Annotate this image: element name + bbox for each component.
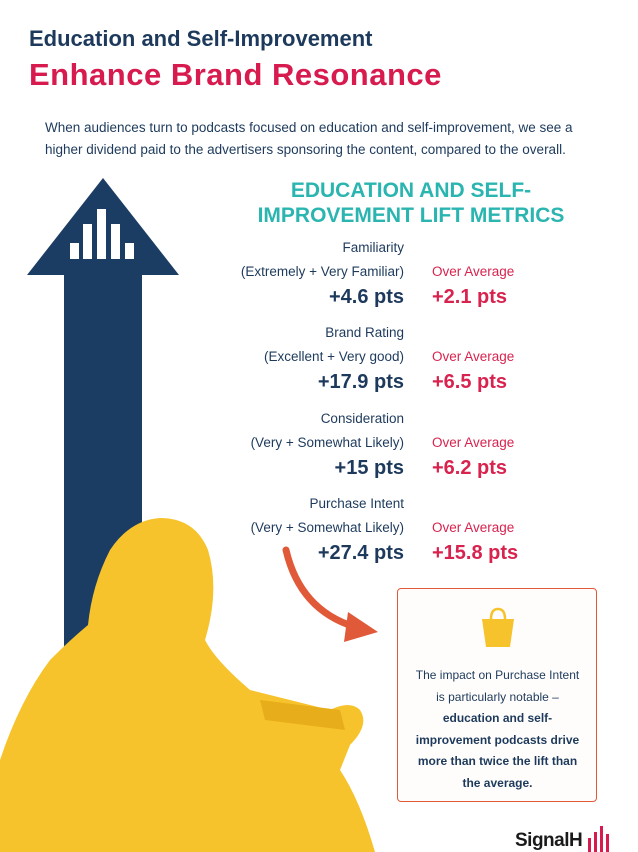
callout-emphasis: education and self-improvement podcasts …: [415, 711, 580, 790]
metric-value: +17.9 pts: [317, 371, 404, 394]
arrow-head: [344, 612, 378, 642]
compare-value: +15.8 pts: [432, 541, 519, 564]
callout-box: [397, 588, 597, 802]
bag-icon: [482, 607, 514, 647]
bar-icon: [70, 209, 134, 259]
metric-value: +4.6 pts: [328, 286, 404, 308]
silhouette: [0, 518, 375, 852]
compare-value: +6.2 pts: [432, 456, 508, 479]
metric-value: +27.4 pts: [317, 541, 404, 564]
compare-label: Over Average: [432, 264, 515, 279]
metric-value: +15 pts: [334, 456, 404, 479]
callout-plain: The impact on Purchase Intent is particu…: [415, 668, 580, 704]
compare-value: +2.1 pts: [432, 286, 508, 308]
compare-label: Over Average: [432, 349, 515, 365]
metric-detail: (Excellent + Very good): [264, 349, 404, 365]
callout-text: The impact on Purchase Intent is particu…: [410, 665, 585, 794]
intro: When audiences turn to podcasts focused …: [45, 120, 573, 157]
metric-label: Brand Rating: [325, 325, 404, 341]
logo-bars: [588, 826, 609, 852]
metric-label: Purchase Intent: [309, 495, 404, 511]
metric-label: Consideration: [320, 410, 404, 426]
metric-detail: (Extremely + Very Familiar): [240, 264, 404, 279]
metric-detail: (Very + Somewhat Likely): [250, 519, 404, 535]
metrics-heading: EDUCATION AND SELF-IMPROVEMENT LIFT METR…: [257, 179, 565, 227]
book: [260, 700, 345, 730]
compare-value: +6.5 pts: [432, 371, 508, 394]
title: Enhance Brand Resonance: [29, 57, 442, 92]
compare-label: Over Average: [432, 434, 515, 450]
metric-detail: (Very + Somewhat Likely): [250, 434, 404, 450]
metric-label: Familiarity: [342, 240, 404, 255]
curved-arrow: [282, 546, 359, 631]
kicker: Education and Self-Improvement: [29, 26, 373, 51]
compare-label: Over Average: [432, 519, 515, 535]
logo: SignalH: [515, 830, 583, 851]
